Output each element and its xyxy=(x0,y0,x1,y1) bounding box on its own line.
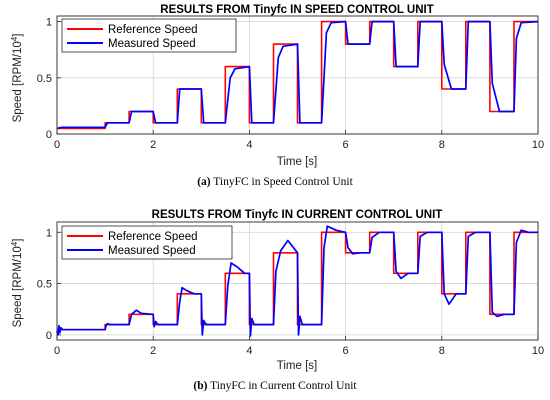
x-tick-label: 2 xyxy=(150,139,156,151)
plot-area xyxy=(56,221,539,341)
chart-title: RESULTS FROM Tinyfc IN SPEED CONTROL UNI… xyxy=(160,4,433,16)
speed-control-chart: RESULTS FROM Tinyfc IN SPEED CONTROL UNI… xyxy=(10,4,545,188)
tick-labels: 0 2 4 6 8 10 0 0.5 1 xyxy=(37,227,544,357)
x-tick-label: 10 xyxy=(532,345,544,357)
caption-b: (b) TinyFC in Current Control Unit xyxy=(193,380,357,392)
legend: Reference Speed Measured Speed xyxy=(61,225,233,260)
x-tick-label: 8 xyxy=(439,345,445,357)
y-tick-label: 1 xyxy=(46,17,52,29)
x-axis-label: Time [s] xyxy=(277,156,317,168)
current-control-chart: RESULTS FROM Tinyfc IN CURRENT CONTROL U… xyxy=(10,209,545,392)
legend: Reference Speed Measured Speed xyxy=(61,18,237,53)
y-axis-label: Speed [RPM/104] xyxy=(10,239,25,328)
series-layer xyxy=(56,225,538,337)
y-tick-label: 0 xyxy=(46,330,52,342)
x-tick-label: 8 xyxy=(439,139,445,151)
legend-label-reference: Reference Speed xyxy=(108,231,198,243)
x-tick-label: 4 xyxy=(246,345,252,357)
legend-label-measured: Measured Speed xyxy=(108,245,196,257)
tick-labels: 0 2 4 6 8 10 0 0.5 1 xyxy=(37,17,544,151)
legend-box xyxy=(61,225,233,260)
legend-box xyxy=(61,18,237,53)
x-tick-label: 0 xyxy=(54,345,60,357)
y-tick-label: 0 xyxy=(46,129,52,141)
y-tick-label: 0.5 xyxy=(37,73,52,85)
caption-a: (a) TinyFC in Speed Control Unit xyxy=(197,176,353,188)
series-layer xyxy=(56,20,539,130)
chart-title: RESULTS FROM Tinyfc IN CURRENT CONTROL U… xyxy=(152,209,443,221)
x-tick-label: 2 xyxy=(150,345,156,357)
x-tick-label: 6 xyxy=(343,139,349,151)
y-axis-label: Speed [RPM/104] xyxy=(10,34,25,123)
legend-label-measured: Measured Speed xyxy=(108,38,196,50)
legend-label-reference: Reference Speed xyxy=(108,24,198,36)
x-tick-label: 4 xyxy=(246,139,252,151)
measured-speed-line xyxy=(56,225,538,337)
x-tick-label: 6 xyxy=(343,345,349,357)
x-tick-label: 0 xyxy=(54,139,60,151)
plot-area xyxy=(56,15,539,135)
measured-speed-line xyxy=(56,20,539,130)
x-axis-label: Time [s] xyxy=(277,360,317,372)
x-tick-label: 10 xyxy=(532,139,544,151)
y-tick-label: 0.5 xyxy=(37,279,52,291)
y-tick-label: 1 xyxy=(46,227,52,239)
